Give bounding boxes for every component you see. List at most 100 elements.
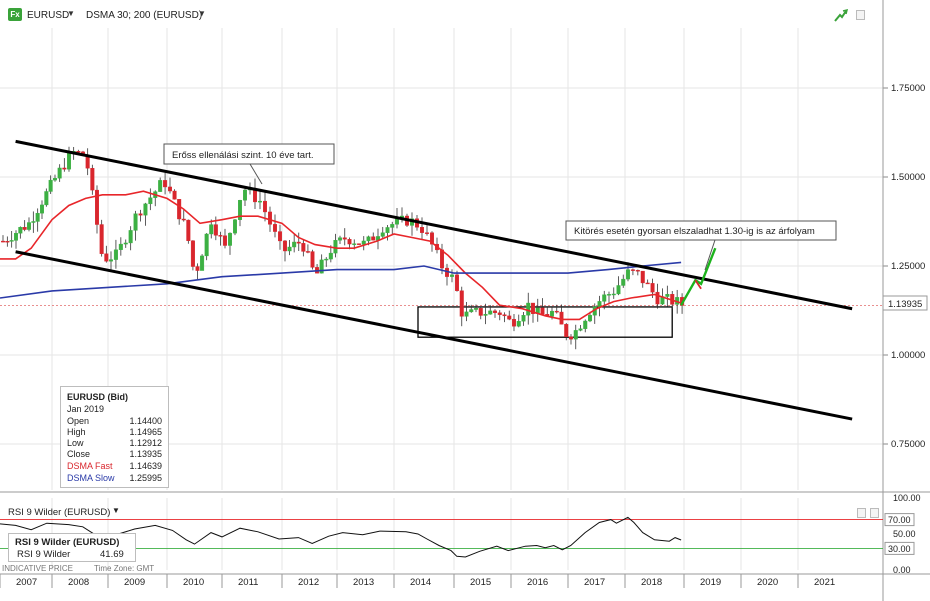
time-tick-label: 2012 xyxy=(298,577,319,588)
candle-body xyxy=(44,191,49,206)
timezone-label: Time Zone: GMT xyxy=(94,564,155,573)
candle-body xyxy=(305,251,310,253)
time-tick-label: 2020 xyxy=(757,577,778,588)
rsi-axis: 100.00 50.00 0.00 70.00 30.00 xyxy=(884,493,921,575)
candle-body xyxy=(493,310,498,313)
candle-body xyxy=(333,240,338,254)
annotations: Erőss ellenálási szint. 10 éve tart. Kit… xyxy=(163,143,837,271)
candle-body xyxy=(390,224,395,228)
candle-body xyxy=(190,240,195,267)
tooltip-value: 1.14400 xyxy=(129,416,162,426)
time-axis: 2007 2008 2009 2010 2011 2012 2013 2014 2015 2016… xyxy=(0,573,930,588)
candle-body xyxy=(62,167,67,170)
candle-body xyxy=(104,253,109,262)
candle-body xyxy=(507,315,512,320)
rsi-panel-close-icon[interactable] xyxy=(870,508,879,518)
tooltip-label: Open xyxy=(67,416,90,426)
time-tick-label: 2011 xyxy=(238,577,258,588)
candle-body xyxy=(195,266,200,271)
candle-body xyxy=(621,278,626,286)
grid-lines xyxy=(0,28,883,490)
tooltip-value: 1.13935 xyxy=(129,449,162,459)
moving-averages xyxy=(0,190,682,321)
time-tick-label: 2015 xyxy=(470,577,491,588)
candle-body xyxy=(268,211,273,225)
candle-body xyxy=(455,274,460,291)
candle-body xyxy=(645,282,650,285)
rsi-panel-maximize-icon[interactable] xyxy=(857,508,866,518)
price-tick-label: 1.50000 xyxy=(891,172,925,183)
candle-body xyxy=(597,301,602,307)
candle-body xyxy=(133,213,138,231)
candle-body xyxy=(53,177,58,181)
support-rectangle[interactable] xyxy=(417,306,673,338)
candle-body xyxy=(573,330,578,340)
candle-body xyxy=(554,310,559,313)
dsma-slow-line xyxy=(0,261,682,299)
tooltip-value: 1.25995 xyxy=(129,473,162,483)
channel-lines xyxy=(15,139,853,421)
candle-body xyxy=(48,179,53,192)
chart-toolbar: Fx EURUSD ▼ DSMA 30; 200 (EURUSD) ▼ xyxy=(0,0,930,26)
candle-body xyxy=(380,232,385,237)
dsma-fast-line xyxy=(0,190,682,321)
candle-body xyxy=(338,237,343,241)
time-tick-label: 2019 xyxy=(700,577,721,588)
candle-body xyxy=(167,186,172,192)
fx-logo: Fx xyxy=(8,8,22,21)
candle-body xyxy=(66,151,71,170)
candle-body xyxy=(559,311,564,325)
time-tick-label: 2010 xyxy=(183,577,204,588)
candle-body xyxy=(200,255,205,271)
candle-body xyxy=(148,197,153,205)
candle-body xyxy=(371,236,376,241)
candle-body xyxy=(57,167,62,179)
time-tick-label: 2009 xyxy=(124,577,145,588)
candle-body xyxy=(655,291,660,305)
indicative-price-label: INDICATIVE PRICE xyxy=(2,564,73,573)
candle-body xyxy=(181,218,186,221)
rsi-title[interactable]: RSI 9 Wilder (EURUSD) xyxy=(8,507,111,518)
candle-body xyxy=(366,236,371,242)
ohlc-tooltip: EURUSD (Bid) Jan 2019 Open 1.14400 High … xyxy=(60,386,169,488)
candle-body xyxy=(186,219,191,241)
candle-body xyxy=(27,222,32,230)
candle-body xyxy=(123,242,128,245)
candle-body xyxy=(665,294,670,297)
annotation-resistance-pointer xyxy=(249,163,263,185)
candle-body xyxy=(227,232,232,246)
candle-body xyxy=(483,313,488,316)
trend-arrow-icon[interactable] xyxy=(834,8,848,22)
candle-body xyxy=(113,249,118,260)
annotation-resistance-text: Erőss ellenálási szint. 10 éve tart. xyxy=(172,150,314,161)
candle-body xyxy=(626,269,631,280)
time-tick-label: 2016 xyxy=(527,577,548,588)
price-tick-label: 1.00000 xyxy=(891,350,925,361)
price-tick-label: 1.75000 xyxy=(891,83,925,94)
candle-body xyxy=(292,241,297,248)
channel-lower-line[interactable] xyxy=(15,250,853,421)
symbol-selector[interactable]: EURUSD xyxy=(27,10,70,21)
price-axis: 1.75000 1.50000 1.25000 1.00000 0.75000 xyxy=(883,83,925,450)
candle-body xyxy=(607,294,612,296)
candle-body xyxy=(635,270,640,272)
rsi-legend-title: RSI 9 Wilder (EURUSD) xyxy=(15,537,120,548)
tooltip-title: EURUSD (Bid) xyxy=(67,392,128,402)
candle-body xyxy=(531,302,536,314)
candle-body xyxy=(352,243,357,245)
rsi-dropdown-icon[interactable]: ▼ xyxy=(112,506,120,515)
candle-body xyxy=(385,227,390,233)
support-zone-box xyxy=(417,306,673,338)
tooltip-label: DSMA Fast xyxy=(67,461,113,471)
symbol-dropdown-icon[interactable]: ▼ xyxy=(67,9,75,18)
panel-close-icon[interactable] xyxy=(856,10,865,20)
candle-body xyxy=(602,294,607,302)
channel-upper-line[interactable] xyxy=(15,139,853,311)
rsi-tick-label: 0.00 xyxy=(893,565,911,575)
indicator-dropdown-icon[interactable]: ▼ xyxy=(198,9,206,18)
candle-body xyxy=(640,270,645,284)
indicator-selector[interactable]: DSMA 30; 200 (EURUSD) xyxy=(86,10,203,21)
rsi-level-label: 70.00 xyxy=(888,515,911,525)
candle-body xyxy=(459,290,464,317)
